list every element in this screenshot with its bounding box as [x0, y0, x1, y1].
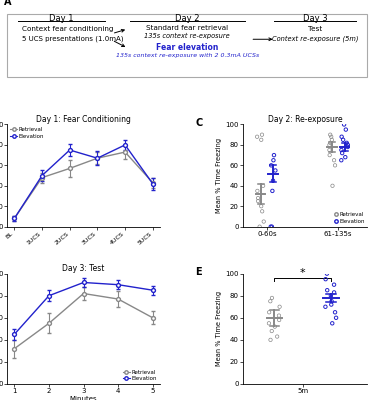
Point	[272, 167, 278, 174]
Point	[340, 137, 346, 143]
Text: 5 UCS presentations (1.0mA): 5 UCS presentations (1.0mA)	[22, 36, 123, 42]
Point	[271, 152, 277, 158]
Point	[268, 162, 274, 168]
Point	[257, 224, 263, 230]
Point	[258, 137, 264, 143]
Point	[259, 132, 265, 138]
Text: Standard fear retrieval: Standard fear retrieval	[146, 25, 229, 31]
Point	[261, 218, 267, 225]
Point	[259, 208, 265, 214]
Text: C: C	[196, 118, 203, 128]
Point	[267, 337, 273, 343]
Point	[329, 137, 335, 143]
Point	[338, 147, 344, 153]
Point	[339, 150, 345, 156]
Text: A: A	[4, 0, 12, 7]
Point	[270, 178, 276, 184]
Y-axis label: Mean % Time Freezing: Mean % Time Freezing	[216, 138, 222, 213]
X-axis label: Minutes: Minutes	[70, 396, 97, 400]
Point	[269, 295, 275, 301]
Point	[331, 289, 337, 296]
Point	[326, 142, 332, 148]
Point	[345, 144, 351, 150]
Text: Day 2: Day 2	[175, 14, 200, 23]
Point	[332, 309, 338, 316]
Point	[323, 276, 329, 282]
Point	[345, 142, 351, 148]
Text: Day 3: Day 3	[303, 14, 328, 23]
Text: Fear elevation: Fear elevation	[156, 44, 219, 52]
Point	[258, 203, 264, 210]
Text: 135s context re-exposure with 2 0.3mA UCSs: 135s context re-exposure with 2 0.3mA UC…	[116, 53, 259, 58]
Y-axis label: Mean % Time Freezing: Mean % Time Freezing	[216, 291, 222, 366]
Point	[266, 309, 272, 316]
Point	[328, 292, 334, 299]
Point	[328, 134, 334, 140]
Point	[260, 182, 266, 189]
Point	[274, 333, 280, 340]
Point	[339, 134, 345, 140]
Point	[327, 132, 333, 138]
Point	[327, 152, 333, 158]
Text: E: E	[196, 267, 202, 277]
Point	[276, 312, 282, 319]
Legend: Retrieval, Elevation: Retrieval, Elevation	[335, 212, 365, 224]
Point	[322, 304, 328, 310]
Point	[277, 304, 283, 310]
Text: Context fear conditioning: Context fear conditioning	[22, 26, 113, 32]
Point	[268, 224, 274, 230]
Point	[254, 134, 260, 140]
Legend: Retrieval, Elevation: Retrieval, Elevation	[123, 370, 157, 381]
Point	[332, 162, 338, 168]
Point	[327, 140, 333, 146]
Point	[269, 224, 275, 230]
Point	[342, 154, 348, 160]
Point	[324, 287, 330, 294]
Point	[329, 320, 335, 326]
Point	[333, 314, 339, 321]
Point	[255, 188, 260, 194]
Point	[331, 282, 337, 288]
Point	[267, 298, 273, 304]
Point	[269, 328, 275, 334]
Point	[343, 126, 349, 133]
Legend: Retrieval, Elevation: Retrieval, Elevation	[10, 127, 44, 139]
Title: Day 1: Fear Conditioning: Day 1: Fear Conditioning	[36, 115, 131, 124]
Text: 135s context re-exposure: 135s context re-exposure	[144, 33, 230, 39]
Point	[324, 270, 330, 277]
Point	[338, 157, 344, 164]
Text: Day 1: Day 1	[49, 14, 74, 23]
Point	[329, 298, 335, 304]
Point	[341, 121, 347, 128]
Point	[255, 195, 261, 201]
Point	[328, 301, 334, 308]
Point	[326, 147, 332, 153]
Text: *: *	[300, 268, 306, 278]
Point	[276, 317, 282, 323]
FancyBboxPatch shape	[7, 14, 367, 78]
Point	[344, 140, 350, 146]
Text: Test: Test	[308, 26, 322, 32]
Point	[329, 182, 335, 189]
Point	[331, 157, 337, 164]
Title: Day 2: Re-exposure: Day 2: Re-exposure	[268, 115, 342, 124]
Point	[269, 188, 275, 194]
Point	[266, 320, 272, 326]
Title: Day 3: Test: Day 3: Test	[62, 264, 105, 273]
Point	[272, 324, 278, 330]
Text: Context re-exposure (5m): Context re-exposure (5m)	[272, 36, 358, 42]
Point	[255, 198, 261, 204]
Point	[270, 157, 276, 164]
